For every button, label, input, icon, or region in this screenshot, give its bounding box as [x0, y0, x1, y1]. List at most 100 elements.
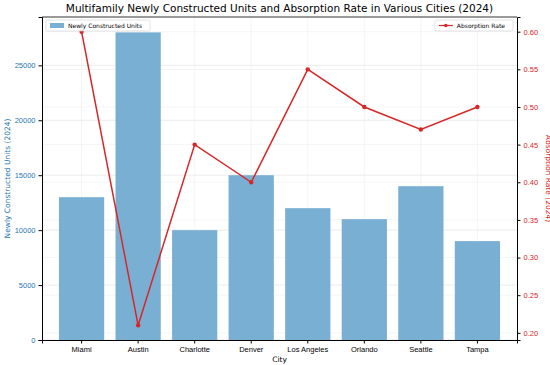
legend-label: Newly Constructed Units — [68, 22, 142, 30]
legend-label: Absorption Rate — [457, 22, 505, 30]
legend-swatch — [50, 23, 64, 28]
tick: Tampa — [466, 340, 489, 354]
y-axis-title: Newly Constructed Units (2024) — [3, 119, 12, 239]
bar — [342, 219, 387, 340]
grid-line — [42, 219, 517, 220]
tick-label: 0.55 — [524, 65, 539, 74]
tick: Los Angeles — [287, 340, 328, 354]
tick-mark — [39, 340, 43, 341]
tick: 0.20 — [517, 329, 538, 338]
tick-mark — [81, 340, 82, 344]
tick-mark — [517, 295, 521, 296]
y-axis: 0500010000150002000025000 — [15, 18, 43, 345]
tick-mark — [39, 65, 43, 66]
tick: 10000 — [15, 226, 42, 235]
marker — [192, 142, 196, 146]
tick: Miami — [72, 340, 92, 354]
grid-line — [42, 285, 517, 286]
tick-label: Denver — [239, 345, 264, 354]
x-axis: Miami Austin Charlotte Denver Los Angeles Orl… — [43, 340, 518, 354]
tick-mark — [251, 340, 252, 344]
tick-label: 10000 — [15, 226, 36, 235]
tick-label: Orlando — [351, 345, 378, 354]
axis-line — [39, 18, 43, 341]
tick-mark — [517, 333, 521, 334]
tick-mark — [364, 340, 365, 344]
tick-mark — [194, 340, 195, 344]
axis-line — [43, 341, 518, 344]
tick: 0.40 — [517, 178, 538, 187]
tick-mark — [517, 107, 521, 108]
tick-label: Tampa — [466, 345, 489, 354]
tick-label: 0.35 — [524, 216, 539, 225]
tick-label: 20000 — [15, 116, 36, 125]
tick: 0.60 — [517, 28, 538, 37]
tick-label: Miami — [72, 345, 92, 354]
grid-line — [42, 182, 517, 183]
tick: 0.30 — [517, 253, 538, 262]
frame — [42, 17, 517, 18]
grid-line — [42, 69, 517, 70]
tick-label: Austin — [128, 345, 149, 354]
bar — [116, 32, 161, 340]
tick: 20000 — [15, 116, 42, 125]
legend-box — [435, 20, 513, 31]
tick-mark — [477, 340, 478, 344]
tick-mark — [39, 175, 43, 176]
tick-label: Charlotte — [179, 345, 209, 354]
tick-label: Los Angeles — [287, 345, 328, 354]
marker — [475, 105, 479, 109]
tick-label: 0.20 — [524, 329, 539, 338]
legend-marker — [444, 24, 448, 28]
x-axis-title: City — [272, 355, 287, 364]
grid-line — [42, 175, 517, 176]
grid-line — [42, 295, 517, 296]
tick: 25000 — [15, 61, 42, 70]
tick-label: 0 — [31, 336, 35, 345]
tick: 0 — [31, 336, 42, 345]
chart: Miami Austin Charlotte Denver Los Angeles Orl… — [0, 0, 550, 365]
axis-line — [518, 18, 521, 341]
marker — [306, 67, 310, 71]
tick-label: 0.25 — [524, 291, 539, 300]
tick: Charlotte — [179, 340, 209, 354]
tick: 5000 — [19, 281, 42, 290]
tick-label: Seattle — [409, 345, 432, 354]
tick-label: 25000 — [15, 61, 36, 70]
marker — [419, 127, 423, 131]
bar — [229, 175, 274, 340]
bar — [59, 197, 104, 340]
tick-mark — [517, 182, 521, 183]
bar — [398, 186, 443, 340]
bar — [285, 208, 330, 340]
tick-mark — [307, 340, 308, 344]
grid-line — [42, 65, 517, 66]
marker — [362, 105, 366, 109]
tick-mark — [517, 32, 521, 33]
grid-line — [42, 106, 517, 107]
tick-label: 0.60 — [524, 28, 539, 37]
tick: 0.35 — [517, 216, 538, 225]
tick: 0.25 — [517, 291, 538, 300]
tick-label: 0.30 — [524, 253, 539, 262]
tick: Seattle — [409, 340, 432, 354]
tick: 0.45 — [517, 141, 538, 150]
grid-line — [42, 144, 517, 145]
tick-label: 0.40 — [524, 178, 539, 187]
tick-mark — [138, 340, 139, 344]
y2-axis-title: Absorption Rate (2024) — [544, 135, 550, 223]
line — [82, 32, 478, 326]
tick: Orlando — [351, 340, 378, 354]
tick: Denver — [239, 340, 264, 354]
bar — [172, 230, 217, 340]
grid — [42, 17, 517, 340]
plot: Miami Austin Charlotte Denver Los Angeles Orl… — [15, 17, 538, 354]
marks — [59, 29, 500, 340]
grid-line — [42, 332, 517, 333]
tick-mark — [517, 258, 521, 259]
bar — [455, 241, 500, 340]
tick-mark — [39, 120, 43, 121]
marker — [249, 180, 253, 184]
legend-box — [46, 20, 150, 31]
tick-label: 0.45 — [524, 141, 539, 150]
